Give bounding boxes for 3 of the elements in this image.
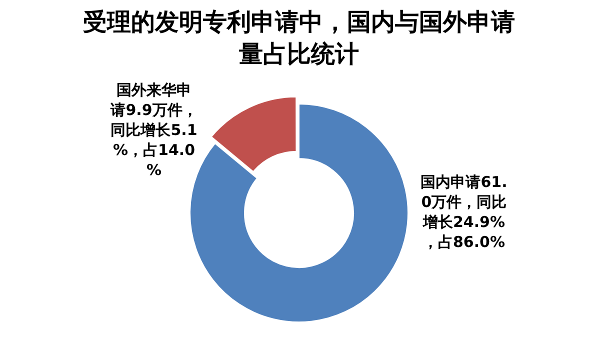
chart-title: 受理的发明专利申请中，国内与国外申请量占比统计 xyxy=(82,7,516,70)
data-label: 国外来华申请9.9万件，同比增长5.1%，占14.0% xyxy=(110,80,198,179)
data-label: 国内申请61.0万件，同比增长24.9%，占86.0% xyxy=(420,172,508,251)
